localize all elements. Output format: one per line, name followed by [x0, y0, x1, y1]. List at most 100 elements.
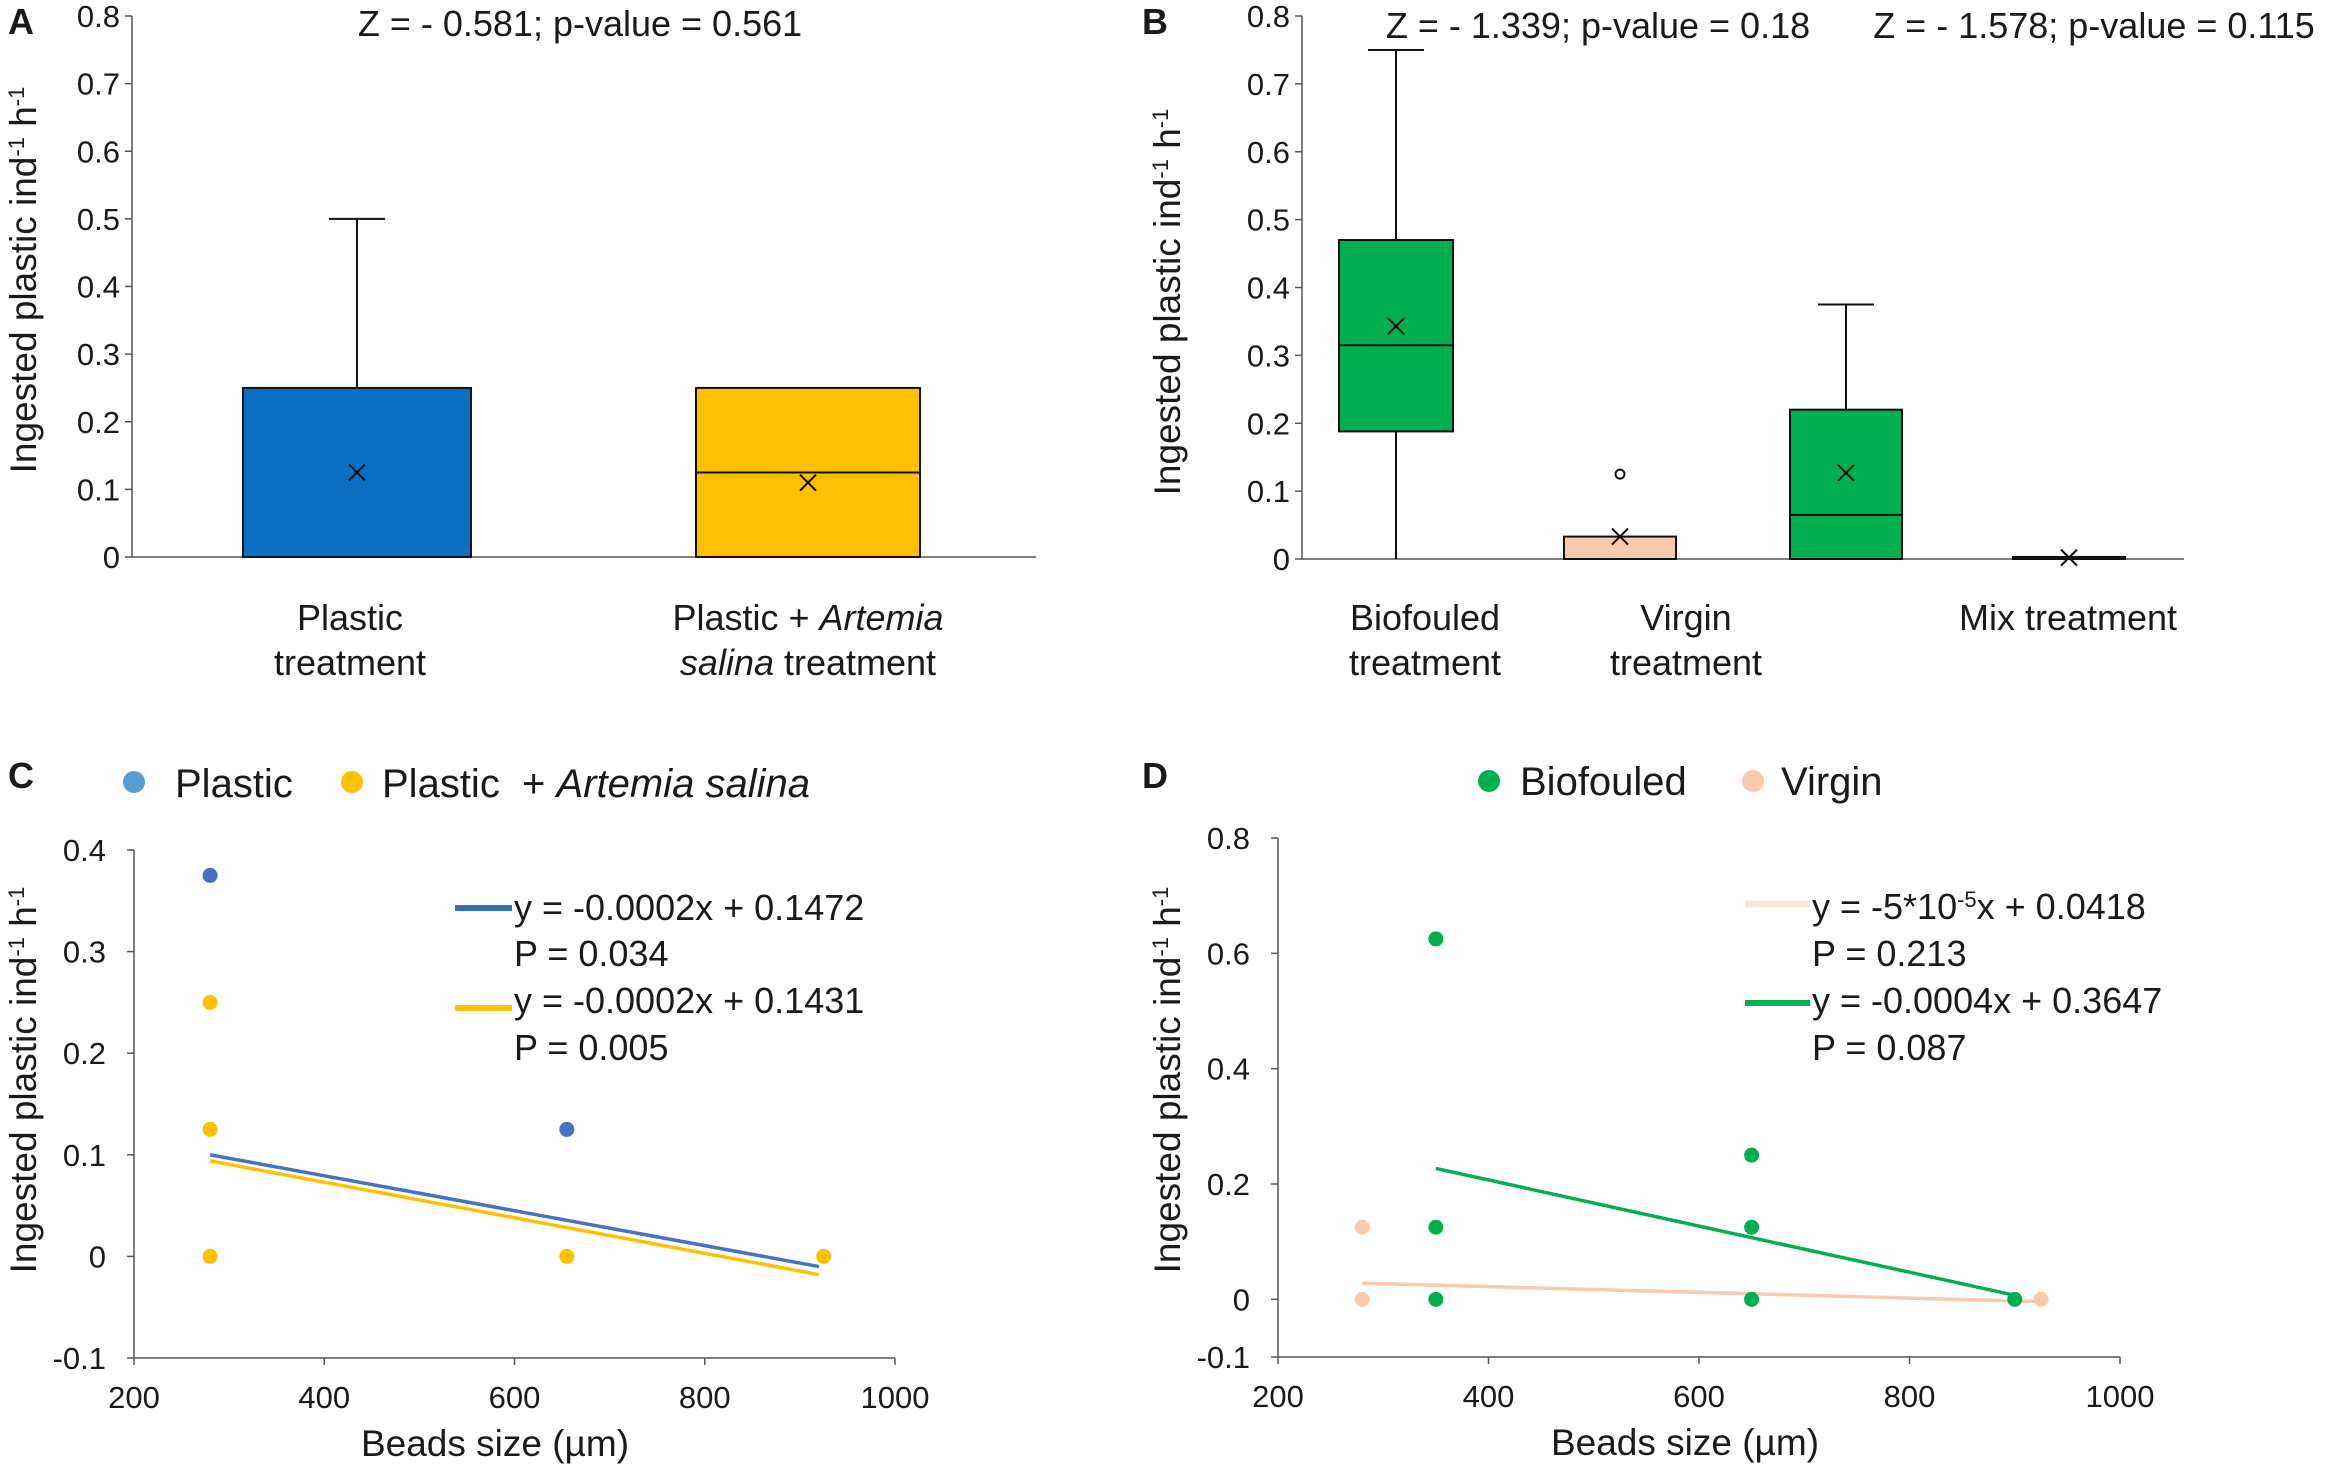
panel-c-y-tick-label: 0.3	[63, 935, 106, 970]
panel-d-data-point	[1428, 931, 1444, 947]
panel-d-data-point	[1428, 1291, 1444, 1307]
panel-d-trend-line	[1362, 1281, 2042, 1304]
panel-c-data-point	[816, 1248, 832, 1264]
panel-c-data-point	[202, 1121, 218, 1137]
panel-d-y-axis-title: Ingested plastic ind-1 h-1	[1147, 887, 1188, 1274]
panel-d-x-tick-label: 600	[1673, 1379, 1725, 1414]
panel-d-y-tick-label: 0	[1233, 1282, 1250, 1317]
panel-a-y-tick-label: 0.8	[77, 0, 120, 34]
panel-c-data-point	[202, 867, 218, 883]
panel-a-box-group	[695, 386, 921, 558]
panel-a-y-tick-label: 0.6	[77, 134, 120, 169]
panel-c: C 200 400 600 800 1000 -0.1 0 0.1 0.2 0.3 0.4 Plas…	[3, 755, 929, 1464]
panel-c-x-tick-label: 400	[298, 1380, 350, 1415]
panel-d: D 200 400 600 800 1000 -0.1 0 0.2 0.4 0.6 0.8 Biof…	[1142, 755, 2162, 1463]
panel-c-y-tick-label: -0.1	[53, 1341, 106, 1376]
panel-d-data-point	[1428, 1219, 1444, 1235]
panel-c-trend-line	[209, 1153, 820, 1269]
panel-d-data-point	[1744, 1291, 1760, 1307]
panel-letter-b: B	[1142, 1, 1168, 42]
panel-c-legend-marker-artemia	[341, 771, 363, 793]
panel-a-stat-text: Z = - 0.581; p-value = 0.561	[358, 3, 802, 44]
panel-d-legend-marker-virgin	[1742, 770, 1764, 792]
panel-b-box	[1789, 408, 1903, 560]
panel-c-x-tick-label: 200	[108, 1380, 160, 1415]
panel-b-y-tick-label: 0.1	[1247, 474, 1290, 509]
panel-c-equation: y = -0.0002x + 0.1431	[514, 980, 864, 1021]
panel-d-data-point	[2007, 1291, 2023, 1307]
panel-b-category-label: treatment	[1349, 642, 1501, 683]
panel-b-outlier-point	[1614, 468, 1626, 480]
panel-b-stat-text: Z = - 1.578; p-value = 0.115	[1873, 5, 2315, 46]
panel-b-y-tick-label: 0.7	[1247, 67, 1290, 102]
panel-d-legend-marker-biofouled	[1478, 770, 1500, 792]
panel-b-category-label: Biofouled	[1350, 597, 1500, 638]
panel-d-legend-label: Virgin	[1781, 760, 1883, 804]
panel-d-data-point	[1354, 1219, 1370, 1235]
panel-c-data-point	[202, 994, 218, 1010]
panel-a-y-tick-label: 0	[103, 540, 120, 575]
panel-a-category-label: salina treatment	[680, 642, 936, 683]
panel-a-y-tick-label: 0.7	[77, 67, 120, 102]
panel-c-trend-line	[209, 1159, 820, 1277]
panel-d-y-tick-label: 0.6	[1207, 936, 1250, 971]
panel-b-box-group	[1338, 48, 1454, 559]
panel-letter-c: C	[8, 755, 34, 796]
panel-d-x-tick-label: 1000	[2086, 1379, 2155, 1414]
panel-b-box	[1563, 535, 1677, 561]
panel-b-y-tick-label: 0.3	[1247, 338, 1290, 373]
panel-a-y-tick-label: 0.3	[77, 337, 120, 372]
panel-d-y-tick-label: 0.2	[1207, 1167, 1250, 1202]
panel-b-box	[1338, 238, 1454, 433]
panel-c-y-tick-label: 0	[89, 1239, 106, 1274]
panel-d-legend-label: Biofouled	[1520, 760, 1687, 804]
panel-b-mean-marker	[1611, 527, 1629, 546]
panel-d-x-tick-label: 400	[1463, 1379, 1515, 1414]
panel-c-y-axis-title: Ingested plastic ind-1 h-1	[3, 887, 44, 1274]
panel-c-legend-marker-plastic	[123, 771, 145, 793]
panel-c-x-axis-title: Beads size (µm)	[361, 1423, 629, 1464]
panel-b-y-axis-title: Ingested plastic ind-1 h-1	[1147, 109, 1188, 496]
panel-a-mean-marker	[799, 473, 817, 492]
panel-b-box-group	[1789, 303, 1903, 560]
panel-d-x-tick-label: 200	[1252, 1379, 1304, 1414]
panel-a-category-label: Plastic + Artemia	[672, 597, 943, 638]
panel-b-y-tick-label: 0.5	[1247, 203, 1290, 238]
panel-c-x-tick-label: 1000	[861, 1380, 930, 1415]
panel-c-y-tick-label: 0.1	[63, 1138, 106, 1173]
panel-b-box-group	[1563, 468, 1677, 561]
panel-b-mean-marker	[1837, 464, 1855, 482]
panel-a-y-tick-label: 0.5	[77, 202, 120, 237]
panel-d-trend-line	[1435, 1166, 2016, 1298]
panel-c-y-tick-label: 0.2	[63, 1036, 106, 1071]
panel-c-y-tick-label: 0.4	[63, 833, 106, 868]
panel-a-y-tick-label: 0.4	[77, 270, 120, 305]
panel-b-category-label: Mix treatment	[1959, 597, 2177, 638]
panel-d-y-tick-label: 0.8	[1207, 821, 1250, 856]
panel-letter-a: A	[8, 1, 34, 42]
panel-b-y-tick-label: 0.6	[1247, 135, 1290, 170]
panel-d-p-value: P = 0.087	[1812, 1027, 1966, 1068]
panel-b-stat-text: Z = - 1.339; p-value = 0.18	[1386, 5, 1810, 46]
panel-d-data-point	[1744, 1147, 1760, 1163]
panel-c-equation: y = -0.0002x + 0.1472	[514, 887, 864, 928]
panel-d-data-point	[1744, 1219, 1760, 1235]
panel-c-x-tick-label: 600	[489, 1380, 541, 1415]
panel-c-legend-label: Plastic + Artemia salina	[382, 762, 810, 806]
panel-b-mean-marker	[2060, 548, 2078, 567]
panel-c-data-point	[559, 1121, 575, 1137]
panel-c-x-tick-label: 800	[679, 1380, 731, 1415]
panel-c-data-point	[202, 1248, 218, 1264]
panel-d-data-point	[1354, 1291, 1370, 1307]
panel-letter-d: D	[1142, 755, 1168, 796]
panel-b-y-tick-label: 0.8	[1247, 0, 1290, 34]
panel-a-category-label: treatment	[274, 642, 426, 683]
panel-d-x-axis-title: Beads size (µm)	[1551, 1422, 1819, 1463]
panel-a-mean-marker	[348, 463, 366, 482]
panel-d-x-tick-label: 800	[1884, 1379, 1936, 1414]
panel-a-category-label: Plastic	[297, 597, 403, 638]
panel-d-y-tick-label: 0.4	[1207, 1052, 1250, 1087]
panel-c-legend-label: Plastic	[175, 762, 293, 806]
panel-a-y-tick-label: 0.2	[77, 405, 120, 440]
